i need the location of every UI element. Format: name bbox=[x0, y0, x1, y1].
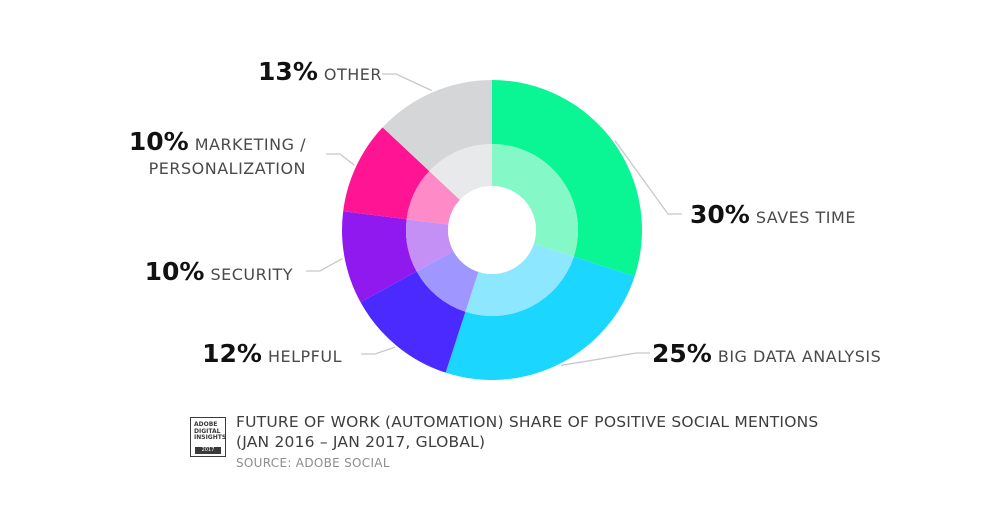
slice-percent-3: 10% bbox=[145, 257, 205, 286]
inner-slice-4 bbox=[406, 171, 460, 225]
inner-slice-1 bbox=[465, 243, 574, 316]
donut-hole bbox=[448, 186, 536, 274]
outer-slice-4 bbox=[343, 127, 430, 220]
outer-slice-1 bbox=[445, 256, 635, 380]
chart-source: SOURCE: ADOBE SOCIAL bbox=[236, 456, 390, 470]
chart-title-line-1: FUTURE OF WORK (AUTOMATION) SHARE OF POS… bbox=[236, 413, 819, 431]
caption-text: FUTURE OF WORK (AUTOMATION) SHARE OF POS… bbox=[236, 412, 906, 472]
slice-percent-5: 13% bbox=[258, 57, 318, 86]
slice-category-4-line2: PERSONALIZATION bbox=[149, 159, 306, 178]
donut-chart: 30% SAVES TIME 25% BIG DATA ANALYSIS 12% HELP… bbox=[129, 57, 881, 380]
slice-category-1: BIG DATA ANALYSIS bbox=[718, 347, 881, 366]
slice-category-5: OTHER bbox=[324, 65, 382, 84]
slice-labels: 30% SAVES TIME 25% BIG DATA ANALYSIS 12% HELP… bbox=[129, 57, 881, 368]
leader-line-5 bbox=[382, 73, 432, 92]
badge-line-1: ADOBE bbox=[194, 421, 218, 428]
chart-caption: ADOBE DIGITAL INSIGHTS 2017 FUTURE OF WO… bbox=[190, 412, 910, 478]
inner-slice-3 bbox=[406, 219, 454, 272]
slice-label-1: 25% BIG DATA ANALYSIS bbox=[652, 339, 881, 368]
badge-line-2: DIGITAL bbox=[194, 427, 221, 435]
chart-title: FUTURE OF WORK (AUTOMATION) SHARE OF POS… bbox=[236, 412, 906, 452]
inner-slice-0 bbox=[492, 144, 578, 257]
leader-line-3 bbox=[306, 257, 344, 272]
slice-label-0: 30% SAVES TIME bbox=[690, 200, 856, 229]
slice-percent-4: 10% bbox=[129, 127, 189, 156]
outer-slice-5 bbox=[382, 80, 492, 172]
chart-title-line-2: (JAN 2016 – JAN 2017, GLOBAL) bbox=[236, 433, 486, 451]
outer-slice-2 bbox=[360, 271, 466, 373]
slice-label-5: 13% OTHER bbox=[258, 57, 382, 86]
slice-percent-2: 12% bbox=[202, 339, 262, 368]
slice-percent-0: 30% bbox=[690, 200, 750, 229]
outer-ring bbox=[342, 80, 642, 380]
slice-category-0: SAVES TIME bbox=[756, 208, 856, 227]
leader-line-4 bbox=[326, 153, 355, 166]
inner-slice-5 bbox=[429, 144, 492, 200]
outer-slice-3 bbox=[342, 211, 417, 303]
slice-category-2: HELPFUL bbox=[268, 347, 342, 366]
adobe-digital-insights-logo: ADOBE DIGITAL INSIGHTS 2017 bbox=[190, 417, 226, 457]
badge-line-3: INSIGHTS bbox=[194, 434, 227, 441]
inner-ring bbox=[406, 144, 578, 316]
slice-category-3: SECURITY bbox=[210, 265, 293, 284]
slice-label-3: 10% SECURITY bbox=[145, 257, 293, 286]
slice-category-4: MARKETING / bbox=[195, 135, 306, 154]
inner-slice-2 bbox=[416, 251, 479, 312]
slice-label-2: 12% HELPFUL bbox=[202, 339, 342, 368]
leader-lines bbox=[306, 73, 682, 367]
slice-label-4: 10% MARKETING / bbox=[129, 127, 306, 156]
leader-line-1 bbox=[560, 352, 650, 367]
leader-line-0 bbox=[614, 140, 682, 215]
leader-line-2 bbox=[361, 346, 396, 355]
outer-slice-0 bbox=[492, 80, 642, 277]
badge-year: 2017 bbox=[195, 447, 221, 454]
slice-percent-1: 25% bbox=[652, 339, 712, 368]
